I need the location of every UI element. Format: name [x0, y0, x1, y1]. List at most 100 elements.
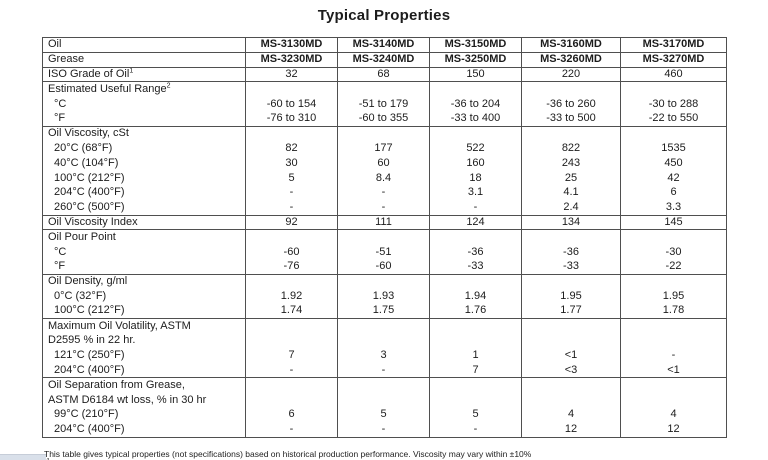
- cell: [429, 392, 522, 408]
- cell: 1.75: [337, 303, 430, 319]
- row-label: Oil Pour Point: [42, 229, 246, 245]
- row-label: D2595 % in 22 hr.: [42, 333, 246, 349]
- table-row: Grease MS-3230MD MS-3240MD MS-3250MD MS-3260…: [42, 51, 727, 68]
- row-label: 204°C (400°F): [42, 363, 246, 378]
- cell: [429, 125, 522, 142]
- row-label: 20°C (68°F): [42, 141, 246, 156]
- cell: 6: [245, 407, 338, 423]
- cell: -60 to 355: [337, 111, 430, 127]
- cell: [245, 392, 338, 408]
- cell: 68: [337, 66, 430, 82]
- cell: 177: [337, 141, 430, 156]
- cell: 4: [620, 407, 727, 423]
- table-row: 121°C (250°F) 7 3 1 <1-: [42, 348, 727, 364]
- cell: [521, 229, 621, 245]
- cell: [337, 392, 430, 408]
- cell: 3: [337, 348, 430, 364]
- cell: -30: [620, 244, 727, 260]
- cell: -76 to 310: [245, 111, 338, 127]
- cell: MS-3150MD: [429, 37, 522, 53]
- row-label: 204°C (400°F): [42, 185, 246, 201]
- cell: -: [245, 363, 338, 378]
- cell: 1.77: [521, 303, 621, 319]
- typical-properties-table: Oil MS-3130MD MS-3140MD MS-3150MD MS-3160MD M…: [42, 37, 727, 438]
- table-row: Estimated Useful Range2: [42, 81, 727, 97]
- cell: 5: [245, 170, 338, 186]
- cell: 82: [245, 141, 338, 156]
- table-row: 204°C (400°F) - -7 <3 <1: [42, 363, 727, 378]
- cell: [620, 318, 727, 334]
- cell: 3.3: [620, 200, 727, 216]
- cell: -36: [521, 244, 621, 260]
- row-label: 100°C (212°F): [42, 170, 246, 186]
- cell: 160: [429, 155, 522, 171]
- cell: [429, 318, 522, 334]
- cell: -33: [429, 259, 522, 275]
- row-label: Estimated Useful Range2: [42, 81, 246, 97]
- cell: -36 to 260: [521, 96, 621, 112]
- bottom-left-strip: [0, 454, 46, 460]
- cell: [337, 229, 430, 245]
- cell: [620, 81, 727, 97]
- cell: [245, 229, 338, 245]
- row-label: Maximum Oil Volatility, ASTM: [42, 318, 246, 334]
- row-label: 0°C (32°F): [42, 289, 246, 304]
- row-label: 100°C (212°F): [42, 303, 246, 319]
- table-row: D2595 % in 22 hr.: [42, 333, 727, 349]
- row-label: 121°C (250°F): [42, 348, 246, 364]
- cell: -33 to 500: [521, 111, 621, 127]
- cell: [337, 273, 430, 290]
- cell: -: [245, 185, 338, 201]
- cell: 243: [521, 155, 621, 171]
- cell: 145: [620, 214, 727, 230]
- cell: [337, 318, 430, 334]
- cell: 18: [429, 170, 522, 186]
- table-row: 40°C (104°F) 30 60 160 243 450: [42, 155, 727, 171]
- cell: -76: [245, 259, 338, 275]
- cell: -33 to 400: [429, 111, 522, 127]
- row-label: ASTM D6184 wt loss, % in 30 hr: [42, 392, 246, 408]
- page-title: Typical Properties: [317, 7, 451, 24]
- cell: [245, 81, 338, 97]
- cell: MS-3130MD: [245, 37, 338, 53]
- cell: MS-3270MD: [620, 51, 727, 68]
- cell: 1.74: [245, 303, 338, 319]
- row-label: 260°C (500°F): [42, 200, 246, 216]
- cell: [245, 377, 338, 393]
- cell: MS-3260MD: [521, 51, 621, 68]
- cell: -: [429, 422, 522, 438]
- cell: 1.78: [620, 303, 727, 319]
- cell: [337, 125, 430, 142]
- row-label: Grease: [42, 51, 246, 68]
- cell: [620, 125, 727, 142]
- table-row: 204°C (400°F) - -3.1 4.1 6: [42, 185, 727, 201]
- table-row: Oil Pour Point: [42, 229, 727, 245]
- table-footnote: This table gives typical properties (not…: [44, 449, 532, 459]
- cell: [337, 377, 430, 393]
- cell: 450: [620, 155, 727, 171]
- cell: 522: [429, 141, 522, 156]
- cell: 30: [245, 155, 338, 171]
- row-label: ISO Grade of Oil1: [42, 66, 246, 82]
- cell: 5: [429, 407, 522, 423]
- cell: MS-3160MD: [521, 37, 621, 53]
- cell: 2.4: [521, 200, 621, 216]
- cell: 220: [521, 66, 621, 82]
- table-row: Oil Separation from Grease,: [42, 377, 727, 393]
- table-row: Maximum Oil Volatility, ASTM: [42, 318, 727, 334]
- cell: [429, 333, 522, 349]
- cell: 6: [620, 185, 727, 201]
- table-row: °F -76 -60 -33 -33 -22: [42, 259, 727, 275]
- cell: 60: [337, 155, 430, 171]
- row-label: °F: [42, 259, 246, 275]
- cell: [429, 377, 522, 393]
- cell: [337, 333, 430, 349]
- footnote-marker: 1: [129, 67, 134, 75]
- cell: 460: [620, 66, 727, 82]
- cell: 4.1: [521, 185, 621, 201]
- table-row: 20°C (68°F) 82 177 522 822 1535: [42, 141, 727, 156]
- cell: 92: [245, 214, 338, 230]
- row-label: Oil Viscosity, cSt: [42, 125, 246, 142]
- cell: 32: [245, 66, 338, 82]
- cell: -60: [245, 244, 338, 260]
